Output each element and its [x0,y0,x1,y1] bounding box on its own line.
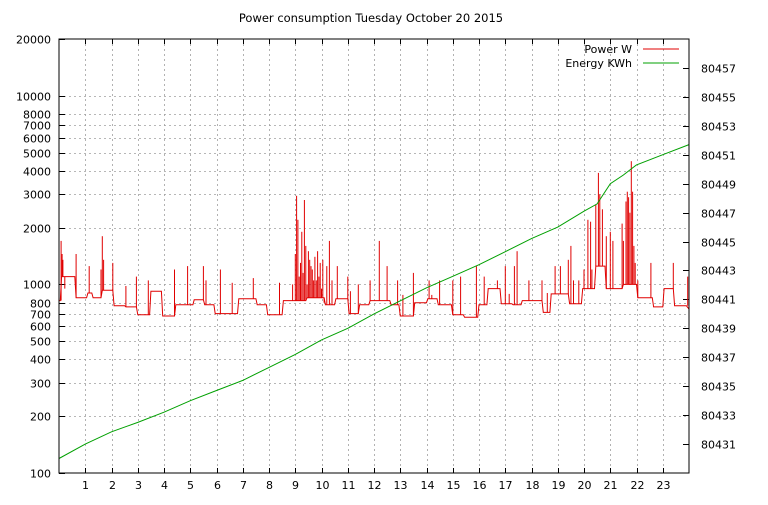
y2-tick-label: 80443 [701,265,736,278]
y-tick-label: 8000 [23,109,51,122]
energy-series-line [58,144,690,459]
y-tick-label: 2000 [23,223,51,236]
legend: Power W Energy KWh [565,43,679,70]
x-tick-label: 20 [578,479,592,492]
y-tick-label: 600 [30,321,51,334]
x-tick-label: 18 [526,479,540,492]
legend-label-power: Power W [584,43,632,56]
grid [59,39,689,473]
plot-frame [58,38,690,474]
y2-tick-label: 80447 [701,208,736,221]
x-tick-label: 13 [394,479,408,492]
x-tick-label: 2 [109,479,116,492]
y-tick-label: 500 [30,336,51,349]
y-tick-label: 10000 [16,91,51,104]
x-tick-label: 3 [135,479,142,492]
ticks: 1 2 3 4 5 6 7 8 9 10 11 12 13 14 15 16 17 18 19 20 21 22 23100… [16,34,736,493]
power-series-line [59,265,690,318]
x-tick-label: 4 [161,479,168,492]
y-tick-label: 7000 [23,120,51,133]
y2-tick-label: 80451 [701,150,736,163]
y-tick-label: 300 [30,378,51,391]
y-tick-label: 800 [30,298,51,311]
y-tick-label: 200 [30,411,51,424]
x-tick-label: 10 [316,479,330,492]
chart-title: Power consumption Tuesday October 20 201… [239,11,503,25]
series-layer [58,144,690,459]
y2-tick-label: 80445 [701,237,736,250]
y-tick-label: 20000 [16,34,51,47]
y-tick-label: 6000 [23,133,51,146]
x-tick-label: 21 [604,479,618,492]
x-tick-label: 7 [240,479,247,492]
x-tick-label: 8 [266,479,273,492]
x-tick-label: 16 [473,479,487,492]
y-tick-label: 4000 [23,166,51,179]
x-tick-label: 15 [447,479,461,492]
x-tick-label: 22 [631,479,645,492]
x-tick-label: 14 [421,479,435,492]
y2-tick-label: 80433 [701,410,736,423]
y2-tick-label: 80453 [701,121,736,134]
x-tick-label: 23 [657,479,671,492]
y-tick-label: 100 [30,468,51,481]
y2-tick-label: 80441 [701,294,736,307]
y-tick-label: 5000 [23,148,51,161]
x-tick-label: 17 [499,479,513,492]
y-tick-label: 1000 [23,279,51,292]
y-tick-label: 400 [30,354,51,367]
x-tick-label: 19 [552,479,566,492]
y-tick-label: 3000 [23,189,51,202]
x-tick-label: 6 [214,479,221,492]
x-tick-label: 11 [342,479,356,492]
x-tick-label: 12 [368,479,382,492]
y2-tick-label: 80439 [701,323,736,336]
y2-tick-label: 80437 [701,352,736,365]
y-tick-label: 700 [30,309,51,322]
y2-tick-label: 80455 [701,92,736,105]
y2-tick-label: 80457 [701,63,736,76]
y2-tick-label: 80435 [701,381,736,394]
x-tick-label: 9 [292,479,299,492]
x-tick-label: 1 [82,479,89,492]
y2-tick-label: 80449 [701,179,736,192]
y2-tick-label: 80431 [701,439,736,452]
x-tick-label: 5 [187,479,194,492]
legend-label-energy: Energy KWh [565,57,632,70]
